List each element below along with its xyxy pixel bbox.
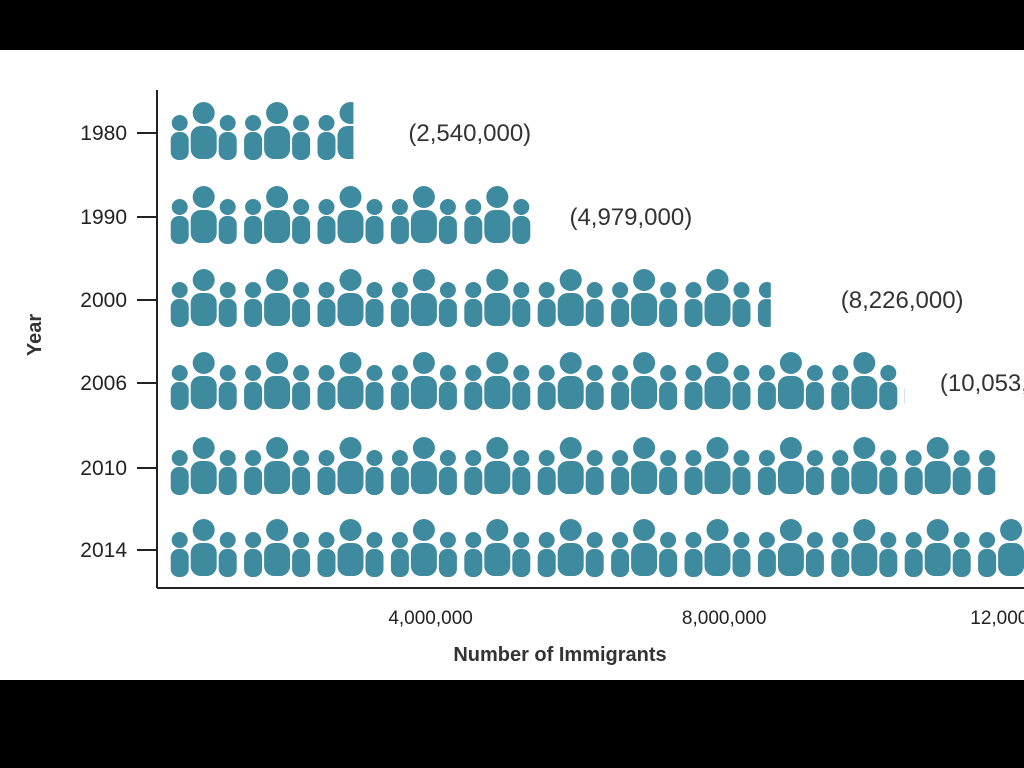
people-group-icon — [390, 186, 457, 244]
people-group-icon — [317, 186, 384, 244]
y-axis-title: Year — [24, 314, 46, 356]
people-group-icon — [757, 519, 824, 577]
y-tick-label-2014: 2014 — [80, 539, 127, 562]
people-group-icon — [317, 102, 354, 160]
people-group-icon — [831, 352, 898, 410]
x-axis-title: Number of Immigrants — [453, 644, 666, 666]
people-group-icon — [831, 437, 898, 495]
people-group-icon — [244, 269, 311, 327]
people-group-icon — [611, 519, 678, 577]
x-tick-label-4,000,000: 4,000,000 — [388, 608, 473, 629]
bar-2000 — [170, 269, 771, 327]
people-group-icon — [611, 352, 678, 410]
people-group-icon — [244, 437, 311, 495]
people-group-icon — [611, 437, 678, 495]
people-group-icon — [904, 437, 971, 495]
bar-1990 — [170, 186, 531, 244]
people-group-icon — [170, 352, 237, 410]
people-group-icon — [464, 186, 531, 244]
people-group-icon — [757, 269, 771, 327]
people-group-icon — [611, 269, 678, 327]
people-group-icon — [464, 352, 531, 410]
people-group-icon — [244, 352, 311, 410]
value-label-1990: (4,979,000) — [569, 204, 692, 231]
pictogram-chart: 1980 1990 2000 2006 2010 2014 4,000,000 8,000,… — [24, 90, 1024, 666]
people-group-icon — [170, 102, 237, 160]
value-label-2006: (10,053,000) — [940, 370, 1024, 397]
people-group-icon — [244, 186, 311, 244]
people-group-icon — [464, 437, 531, 495]
people-group-icon — [317, 437, 384, 495]
y-tick-label-2010: 2010 — [80, 457, 127, 480]
value-label-1980: (2,540,000) — [408, 120, 531, 147]
people-group-icon — [390, 269, 457, 327]
people-group-icon — [244, 519, 311, 577]
x-tick-label-8,000,000: 8,000,000 — [682, 608, 767, 629]
people-group-icon — [170, 519, 237, 577]
chart-frame: 1980 1990 2000 2006 2010 2014 4,000,000 8,000,… — [0, 50, 1024, 680]
people-group-icon — [390, 437, 457, 495]
people-group-icon — [757, 352, 824, 410]
people-group-icon — [537, 269, 604, 327]
people-group-icon — [170, 437, 237, 495]
people-group-icon — [684, 269, 751, 327]
people-group-icon — [390, 352, 457, 410]
people-group-icon — [684, 352, 751, 410]
people-group-icon — [684, 519, 751, 577]
people-group-icon — [831, 519, 898, 577]
people-group-icon — [904, 519, 971, 577]
x-tick-label-12,000,000: 12,000,000 — [970, 608, 1024, 629]
people-group-icon — [170, 186, 237, 244]
people-group-icon — [317, 269, 384, 327]
people-group-icon — [537, 352, 604, 410]
people-group-icon — [317, 352, 384, 410]
bar-2010 — [170, 437, 996, 495]
people-group-icon — [464, 519, 531, 577]
people-group-icon — [244, 102, 311, 160]
people-group-icon — [757, 437, 824, 495]
people-group-icon — [390, 519, 457, 577]
y-tick-label-1990: 1990 — [80, 206, 127, 229]
people-group-icon — [537, 437, 604, 495]
y-tick-label-2006: 2006 — [80, 372, 127, 395]
people-group-icon — [537, 519, 604, 577]
people-group-icon — [978, 519, 1024, 577]
people-group-icon — [464, 269, 531, 327]
people-group-icon — [978, 437, 996, 495]
y-tick-label-1980: 1980 — [80, 122, 127, 145]
people-group-icon — [684, 437, 751, 495]
bar-1980 — [170, 102, 354, 160]
value-label-2000: (8,226,000) — [841, 287, 964, 314]
bar-2006 — [170, 352, 905, 410]
people-group-icon — [317, 519, 384, 577]
people-group-icon — [170, 269, 237, 327]
bar-2014 — [170, 519, 1024, 577]
y-tick-label-2000: 2000 — [80, 289, 127, 312]
